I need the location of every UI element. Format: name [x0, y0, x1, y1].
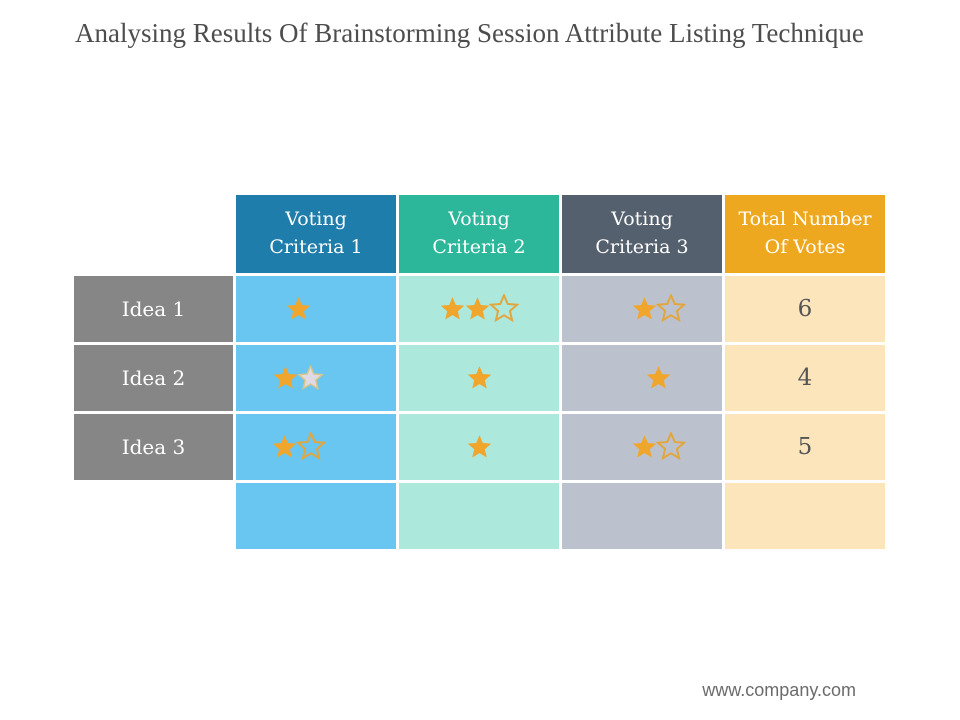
criteria-cell: [236, 276, 396, 342]
star-filled-icon: [465, 296, 490, 320]
header-line: Criteria 2: [432, 236, 526, 258]
star-rating: [632, 294, 686, 324]
total-votes-cell: [725, 483, 885, 549]
header-line: Criteria 1: [269, 236, 363, 258]
star-filled-icon: [632, 434, 656, 458]
header-line: Voting: [448, 208, 510, 231]
row-label: Idea 1: [74, 276, 233, 342]
star-outline-icon: [295, 432, 326, 461]
star-filled-icon: [467, 434, 491, 458]
criteria-cell: [562, 276, 722, 342]
star-filled-icon: [273, 365, 298, 389]
header-cell-2: Voting Criteria 2: [399, 195, 559, 273]
star-silver-icon: [297, 364, 324, 390]
footer-url: www.company.com: [702, 680, 856, 700]
criteria-cell: [562, 483, 722, 549]
header-line: Of Votes: [764, 236, 846, 258]
header-line: Criteria 3: [595, 236, 689, 258]
header-cell-4: Total Number Of Votes: [725, 195, 885, 273]
star-filled-icon: [467, 365, 491, 389]
total-votes-cell: 4: [725, 345, 885, 411]
header-line: Voting: [611, 208, 673, 231]
header-line: Total Number: [738, 208, 872, 231]
star-rating: [272, 432, 326, 462]
star-outline-icon: [655, 432, 686, 461]
star-outline-icon: [655, 294, 686, 323]
total-votes-cell: 6: [725, 276, 885, 342]
star-rating: [632, 432, 686, 462]
star-rating: [273, 364, 324, 392]
header-line: Voting: [285, 208, 347, 231]
criteria-cell: [399, 276, 559, 342]
header-cell-3: Voting Criteria 3: [562, 195, 722, 273]
criteria-cell: [399, 414, 559, 480]
criteria-cell: [399, 345, 559, 411]
table-corner-cell: [74, 195, 233, 273]
row-label: Idea 3: [74, 414, 233, 480]
criteria-cell: [236, 345, 396, 411]
page-title: Analysing Results Of Brainstorming Sessi…: [75, 18, 864, 48]
criteria-cell: [236, 483, 396, 549]
criteria-cell: [236, 414, 396, 480]
row-label: [74, 483, 233, 549]
star-rating: [440, 294, 519, 324]
row-label: Idea 2: [74, 345, 233, 411]
star-filled-icon: [272, 434, 296, 458]
star-rating: [467, 365, 492, 392]
star-filled-icon: [286, 296, 310, 320]
star-rating: [286, 296, 311, 323]
total-votes-cell: 5: [725, 414, 885, 480]
star-rating: [467, 434, 492, 461]
header-cell-1: Voting Criteria 1: [236, 195, 396, 273]
voting-results-table: Voting Criteria 1 Voting Criteria 2 Voting Cr…: [74, 195, 885, 549]
star-rating: [646, 365, 671, 392]
criteria-cell: [399, 483, 559, 549]
criteria-cell: [562, 345, 722, 411]
star-outline-icon: [489, 294, 519, 323]
star-filled-icon: [440, 296, 465, 320]
criteria-cell: [562, 414, 722, 480]
star-filled-icon: [632, 296, 656, 320]
star-filled-icon: [646, 365, 670, 389]
